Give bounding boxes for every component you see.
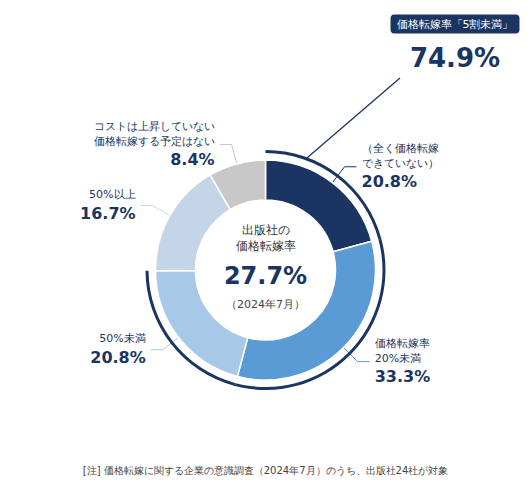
svg-text:50%未満: 50%未満 xyxy=(99,332,145,345)
svg-text:（2024年7月）: （2024年7月） xyxy=(226,298,305,311)
svg-text:価格転嫁率: 価格転嫁率 xyxy=(375,337,430,350)
svg-text:コストは上昇していない: コストは上昇していない xyxy=(94,120,215,133)
svg-text:20.8%: 20.8% xyxy=(90,348,146,367)
svg-text:（全く価格転嫁: （全く価格転嫁 xyxy=(362,142,439,155)
svg-text:できていない）: できていない） xyxy=(362,157,439,170)
svg-text:出版社の: 出版社の xyxy=(242,223,290,237)
svg-text:74.9%: 74.9% xyxy=(410,43,500,73)
svg-text:50%以上: 50%以上 xyxy=(89,188,135,201)
svg-text:価格転嫁率: 価格転嫁率 xyxy=(236,239,296,253)
svg-text:価格転嫁率「5割未満」: 価格転嫁率「5割未満」 xyxy=(397,18,514,31)
svg-text:8.4%: 8.4% xyxy=(170,150,214,169)
svg-text:27.7%: 27.7% xyxy=(224,262,307,290)
svg-text:33.3%: 33.3% xyxy=(375,367,431,386)
svg-text:20%未満: 20%未満 xyxy=(375,352,421,365)
svg-text:20.8%: 20.8% xyxy=(362,172,418,191)
svg-text:16.7%: 16.7% xyxy=(80,204,136,223)
svg-text:価格転嫁する予定はない: 価格転嫁する予定はない xyxy=(94,135,215,148)
svg-text:[注] 価格転嫁に関する企業の意識調査（2024年7月）のう: [注] 価格転嫁に関する企業の意識調査（2024年7月）のうち、出版社24社が対… xyxy=(83,465,449,476)
